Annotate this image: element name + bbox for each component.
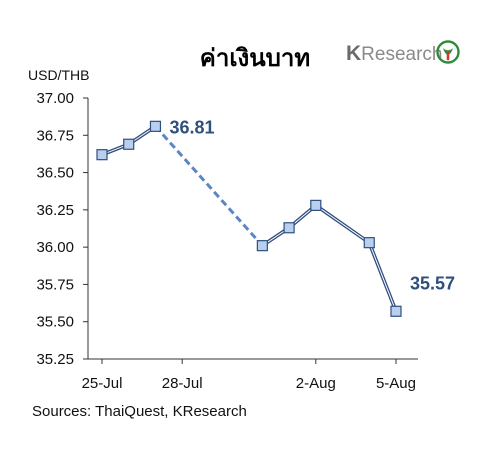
series-segment-highlight [368, 242, 397, 312]
x-tick-label: 2-Aug [296, 375, 336, 392]
y-tick-label: 35.75 [36, 276, 74, 293]
data-point-marker [363, 237, 375, 249]
x-tick-label: 5-Aug [376, 375, 416, 392]
data-point-marker [283, 222, 295, 234]
y-tick-label: 37.00 [36, 90, 74, 107]
kbank-leaf-icon [436, 40, 460, 64]
source-note: Sources: ThaiQuest, KResearch [32, 403, 247, 420]
y-tick-label: 35.50 [36, 314, 74, 331]
logo-research: Research [361, 44, 442, 65]
kresearch-logo: KResearch [346, 40, 460, 65]
x-tick-label: 28-Jul [162, 375, 203, 392]
data-point-marker [310, 199, 322, 211]
logo-k: K [346, 42, 361, 65]
data-label: 35.57 [410, 273, 455, 293]
data-point-marker [96, 149, 108, 161]
data-labels: 36.81 35.57 [169, 117, 455, 293]
y-tick-label: 36.00 [36, 239, 74, 256]
data-label: 36.81 [169, 117, 214, 137]
series-gap-segment [154, 125, 264, 247]
x-tick-label: 25-Jul [82, 375, 123, 392]
data-point-marker [256, 240, 268, 252]
y-tick-label: 36.75 [36, 127, 74, 144]
chart-title: ค่าเงินบาท [200, 44, 310, 72]
x-axis-ticks: 25-Jul 28-Jul 2-Aug 5-Aug [82, 359, 416, 392]
data-point-marker [123, 138, 135, 150]
series-segment-highlight [315, 204, 370, 244]
y-tick-label: 35.25 [36, 351, 74, 368]
series-usd-thb [100, 124, 398, 314]
y-axis-unit: USD/THB [28, 67, 89, 83]
series-markers [96, 120, 402, 317]
y-tick-label: 36.50 [36, 165, 74, 182]
y-axis-ticks: 37.00 36.75 36.50 36.25 36.00 35.75 35.50 35.25 [36, 90, 88, 368]
data-point-marker [390, 305, 402, 317]
data-point-marker [149, 120, 162, 132]
y-tick-label: 36.25 [36, 202, 74, 219]
logo-text: KResearch [346, 42, 443, 65]
